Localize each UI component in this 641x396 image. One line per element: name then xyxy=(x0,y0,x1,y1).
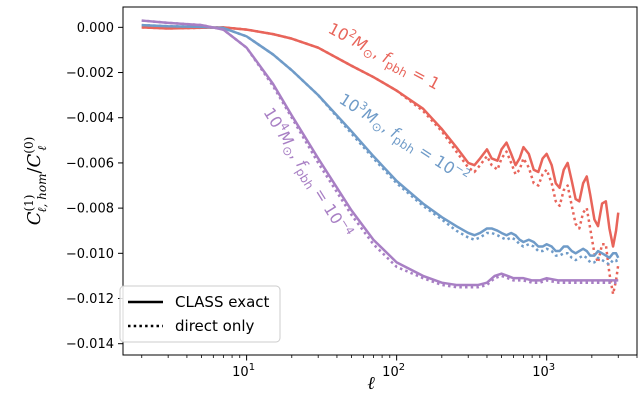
y-axis-ticks: 0.000 −0.002 −0.004 −0.006 −0.008 −0.010 −0.01… xyxy=(66,21,123,352)
x-axis-ticks: 101 102 103 xyxy=(141,355,638,380)
legend-label-direct-only: direct only xyxy=(175,317,255,335)
plot-frame xyxy=(122,6,638,356)
y-tick-label: −0.002 xyxy=(66,66,114,81)
y-axis-title: C(1)ℓ, hom/C(0)ℓ xyxy=(22,137,49,226)
x-tick-label: 103 xyxy=(532,362,555,380)
y-tick-label: −0.004 xyxy=(66,111,114,126)
y-tick-label: −0.010 xyxy=(66,247,114,262)
series-layer xyxy=(141,19,620,296)
y-tick-label: −0.008 xyxy=(66,202,114,217)
legend-label-class-exact: CLASS exact xyxy=(175,293,270,311)
series-red-direct xyxy=(141,26,620,296)
x-tick-label: 101 xyxy=(232,362,255,380)
y-tick-label: 0.000 xyxy=(77,21,114,36)
y-tick-label: −0.012 xyxy=(66,292,114,307)
legend: CLASS exact direct only xyxy=(119,285,281,343)
legend-box xyxy=(119,285,281,343)
x-tick-label: 102 xyxy=(382,362,405,380)
annotation-blue: 103M⊙, fpbh = 10−2 xyxy=(334,88,473,190)
series-blue-direct xyxy=(141,23,620,266)
series-purple-direct xyxy=(141,19,619,289)
x-axis-title: ℓ xyxy=(367,373,375,394)
y-tick-label: −0.006 xyxy=(66,156,114,171)
series-blue-exact xyxy=(141,23,620,260)
series-red-exact xyxy=(141,26,620,248)
annotation-purple: 104M⊙, fpbh = 10−4 xyxy=(257,103,357,243)
y-tick-label: −0.014 xyxy=(66,337,114,352)
